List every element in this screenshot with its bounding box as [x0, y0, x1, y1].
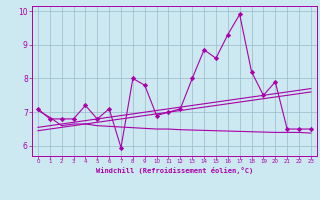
X-axis label: Windchill (Refroidissement éolien,°C): Windchill (Refroidissement éolien,°C): [96, 167, 253, 174]
